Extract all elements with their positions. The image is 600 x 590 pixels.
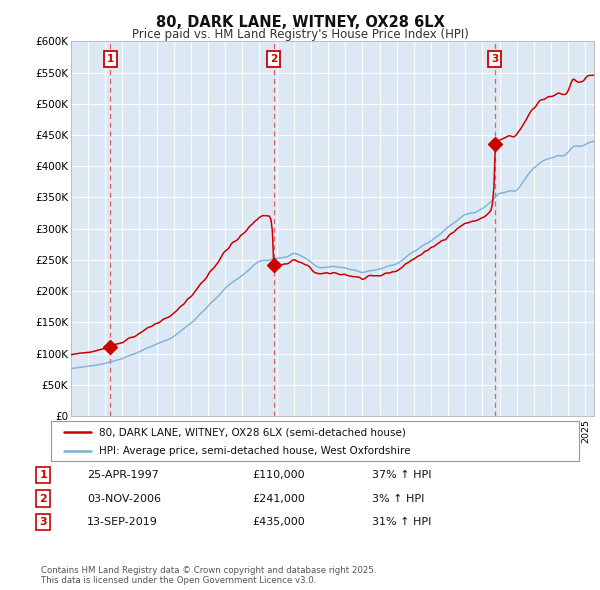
Text: 2: 2 bbox=[270, 54, 278, 64]
Text: HPI: Average price, semi-detached house, West Oxfordshire: HPI: Average price, semi-detached house,… bbox=[98, 447, 410, 456]
Text: 1: 1 bbox=[40, 470, 47, 480]
Text: £241,000: £241,000 bbox=[252, 494, 305, 503]
Text: 13-SEP-2019: 13-SEP-2019 bbox=[87, 517, 158, 527]
Text: £110,000: £110,000 bbox=[252, 470, 305, 480]
Text: 03-NOV-2006: 03-NOV-2006 bbox=[87, 494, 161, 503]
Text: 31% ↑ HPI: 31% ↑ HPI bbox=[372, 517, 431, 527]
Text: 80, DARK LANE, WITNEY, OX28 6LX (semi-detached house): 80, DARK LANE, WITNEY, OX28 6LX (semi-de… bbox=[98, 428, 406, 438]
Text: 1: 1 bbox=[106, 54, 114, 64]
Text: 3% ↑ HPI: 3% ↑ HPI bbox=[372, 494, 424, 503]
Text: £435,000: £435,000 bbox=[252, 517, 305, 527]
Text: 37% ↑ HPI: 37% ↑ HPI bbox=[372, 470, 431, 480]
Text: 3: 3 bbox=[40, 517, 47, 527]
Text: 25-APR-1997: 25-APR-1997 bbox=[87, 470, 159, 480]
Text: Contains HM Land Registry data © Crown copyright and database right 2025.
This d: Contains HM Land Registry data © Crown c… bbox=[41, 566, 376, 585]
Text: 80, DARK LANE, WITNEY, OX28 6LX: 80, DARK LANE, WITNEY, OX28 6LX bbox=[155, 15, 445, 30]
Text: 2: 2 bbox=[40, 494, 47, 503]
Text: 3: 3 bbox=[491, 54, 499, 64]
Text: Price paid vs. HM Land Registry's House Price Index (HPI): Price paid vs. HM Land Registry's House … bbox=[131, 28, 469, 41]
